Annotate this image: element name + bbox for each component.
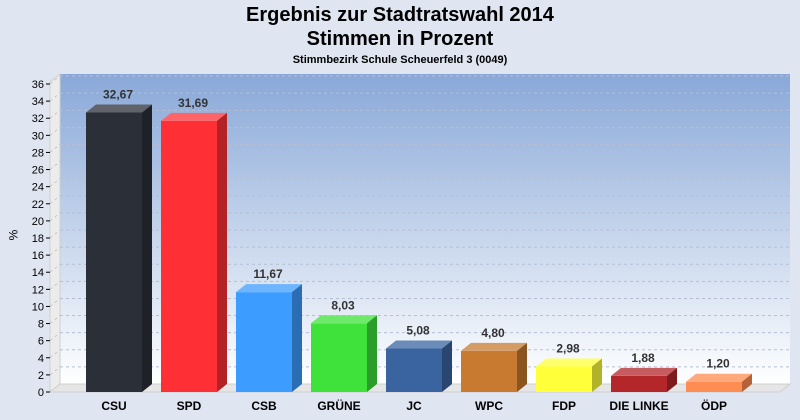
bar-top	[311, 315, 377, 324]
grid-line-side	[49, 126, 61, 136]
x-tick-label: SPD	[177, 399, 202, 413]
bar-3	[311, 315, 377, 392]
bar-side	[292, 284, 302, 392]
bar-top	[461, 342, 527, 351]
y-tick-label: 10	[32, 301, 44, 313]
y-tick-label: 14	[32, 267, 44, 279]
grid-line-side	[49, 75, 61, 85]
bar-2	[236, 284, 302, 392]
x-tick-label: GRÜNE	[317, 398, 360, 413]
chart-subtitle: Stimmbezirk Schule Scheuerfeld 3 (0049)	[292, 54, 508, 66]
grid-line-side	[49, 246, 61, 256]
bar-front	[686, 381, 742, 392]
y-tick-label: 12	[32, 284, 44, 296]
grid-line-side	[49, 109, 61, 119]
bar-top	[236, 284, 302, 293]
y-tick-label: 8	[38, 319, 44, 331]
grid-line-side	[49, 161, 61, 170]
plot-left-wall	[49, 72, 61, 394]
chart-title-line2: Stimmen in Prozent	[306, 28, 494, 50]
bar-top	[386, 340, 452, 349]
grid-line-side	[49, 144, 61, 153]
bar-value-label: 5,08	[406, 324, 430, 338]
bar-front	[311, 323, 367, 392]
bar-value-label: 1,20	[706, 357, 730, 371]
y-tick-label: 28	[32, 147, 44, 159]
y-tick-label: 16	[32, 250, 44, 262]
x-axis-labels: CSU SPD CSB GRÜNE JC WPC FDP DIE LINKE ÖDP	[101, 398, 727, 413]
bar-side	[142, 104, 152, 393]
bar-front	[161, 120, 217, 392]
grid-line-side	[49, 366, 61, 376]
bar-top	[611, 367, 677, 376]
grid-line-side	[49, 212, 61, 222]
bar-value-label: 2,98	[556, 342, 580, 356]
grid-line-side	[49, 195, 61, 205]
bar-value-label: 11,67	[253, 267, 283, 281]
bar-value-label: 8,03	[331, 298, 355, 312]
x-tick-label: DIE LINKE	[609, 399, 668, 413]
grid-line-side	[49, 315, 61, 324]
y-tick-label: 20	[32, 216, 44, 228]
chart-title: Ergebnis zur Stadtratswahl 2014	[246, 4, 554, 26]
grid-line-side	[49, 332, 61, 342]
y-tick-label: 34	[32, 96, 44, 108]
y-tick-label: 24	[32, 182, 44, 194]
bar-4	[386, 340, 452, 392]
grid-line-side	[49, 229, 61, 239]
y-tick-label: 18	[32, 233, 44, 245]
bar-side	[742, 373, 752, 392]
bar-front	[536, 366, 592, 392]
y-tick-label: 26	[32, 165, 44, 177]
x-tick-label: WPC	[475, 399, 503, 413]
y-tick-label: 36	[32, 79, 44, 91]
y-tick-label: 30	[32, 130, 44, 142]
grid-line-side	[49, 298, 61, 307]
y-tick-label: 2	[38, 370, 44, 382]
bar-top	[161, 112, 227, 121]
x-tick-label: JC	[406, 399, 422, 413]
bar-front	[386, 348, 442, 392]
bar-front	[611, 375, 667, 392]
bars: 32,67 31,69 11,67 8,03 5,08 4,80 2,98 1,88 1,20	[86, 87, 752, 393]
y-tick-label: 6	[38, 336, 44, 348]
bar-value-label: 32,67	[103, 87, 133, 101]
y-tick-label: 32	[32, 113, 44, 125]
grid-line-side	[49, 178, 61, 188]
x-tick-label: ÖDP	[701, 398, 727, 413]
bar-0	[86, 104, 152, 393]
bar-side	[517, 342, 527, 392]
y-tick-label: 4	[38, 353, 44, 365]
x-tick-label: CSU	[101, 399, 126, 413]
bar-top	[686, 373, 752, 382]
bar-7	[611, 367, 677, 392]
bar-value-label: 31,69	[178, 96, 208, 110]
bar-5	[461, 342, 527, 392]
x-tick-label: CSB	[251, 399, 277, 413]
bar-1	[161, 112, 227, 392]
bar-top	[536, 358, 602, 367]
bar-side	[592, 358, 602, 392]
bar-8	[686, 373, 752, 392]
bar-value-label: 4,80	[481, 326, 505, 340]
bar-front	[461, 350, 517, 392]
bar-value-label: 1,88	[631, 351, 655, 365]
bar-top	[86, 104, 152, 113]
grid-line-side	[49, 280, 61, 290]
bar-front	[86, 112, 142, 393]
bar-front	[236, 292, 292, 392]
bar-side	[667, 367, 677, 392]
bar-6	[536, 358, 602, 392]
bar-side	[442, 340, 452, 392]
x-tick-label: FDP	[552, 399, 576, 413]
y-tick-label: 22	[32, 199, 44, 211]
grid-line-side	[49, 92, 61, 102]
bar-side	[367, 315, 377, 392]
y-tick-label: 0	[38, 387, 44, 399]
grid-line-side	[49, 349, 61, 359]
bar-side	[217, 112, 227, 392]
grid-line-side	[49, 263, 61, 273]
